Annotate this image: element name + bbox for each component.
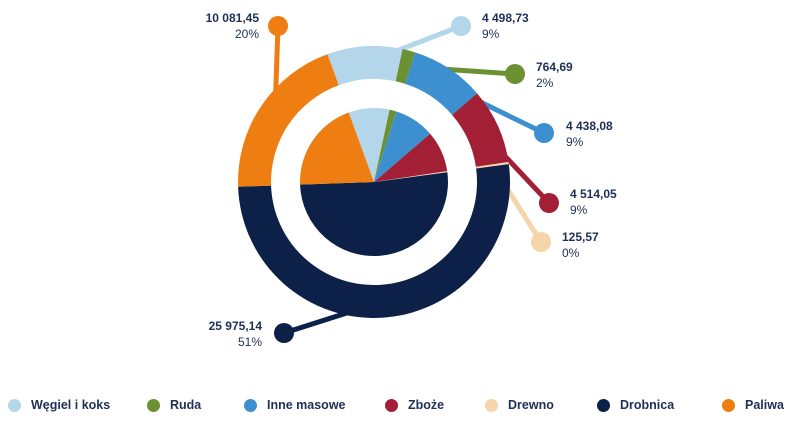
outer-ring (238, 46, 510, 319)
percent-label-ruda: 2% (536, 76, 554, 90)
legend-item-drewno: Drewno (485, 398, 554, 412)
legend: Węgiel i koks Ruda Inne masowe Zboże Dre… (0, 398, 788, 422)
legend-swatch (722, 398, 735, 412)
ring-segment-inne-masowe (405, 52, 478, 115)
percent-label-inne-masowe: 9% (566, 135, 584, 149)
value-label-ruda: 764,69 (536, 60, 573, 74)
value-label-drobnica: 25 975,14 (209, 319, 263, 333)
leader-dot-paliwa (268, 16, 288, 36)
ring-segment-paliwa (238, 54, 339, 187)
legend-item-zboze: Zboże (385, 398, 444, 412)
value-label-inne-masowe: 4 438,08 (566, 119, 613, 133)
legend-swatch (385, 398, 398, 412)
ring-segment-drobnica (238, 164, 510, 319)
leader-dot-ruda (505, 64, 525, 84)
value-label-zbo-e: 4 514,05 (570, 187, 617, 201)
pie-slice-inne-masowe (374, 111, 431, 182)
ring-segment-ruda (395, 49, 416, 84)
legend-item-inne-masowe: Inne masowe (244, 398, 346, 412)
pie-slice-w-giel-i-koks (348, 108, 390, 182)
pie-slice-zbo-e (374, 133, 448, 182)
legend-item-ruda: Ruda (147, 398, 201, 412)
leader-dot-zbo-e (539, 193, 559, 213)
legend-label: Węgiel i koks (31, 398, 111, 412)
value-label-paliwa: 10 081,45 (206, 11, 260, 25)
pie-slice-drewno (374, 171, 448, 182)
legend-swatch (485, 398, 498, 412)
legend-label: Paliwa (745, 398, 784, 412)
pie-slice-drobnica (300, 172, 448, 256)
pie-chart: 4 498,73 9% 764,69 2% 4 438,08 9% 4 514,05 9% 12… (206, 11, 617, 349)
inner-pie (299, 108, 448, 256)
pie-slice-paliwa (299, 112, 374, 185)
legend-item-paliwa: Paliwa (722, 398, 784, 412)
legend-swatch (244, 398, 257, 412)
legend-label: Ruda (170, 398, 202, 412)
leader-dot-drobnica (274, 323, 294, 343)
legend-swatch (147, 398, 160, 412)
legend-item-drobnica: Drobnica (597, 398, 674, 412)
legend-label: Zboże (408, 398, 445, 412)
ring-segment-drewno (475, 162, 509, 169)
ring-segment-zbo-e (452, 93, 509, 167)
pie-slice-ruda (374, 109, 397, 182)
data-labels: 4 498,73 9% 764,69 2% 4 438,08 9% 4 514,05 9% 12… (206, 11, 617, 349)
ring-segment-w-giel-i-koks (327, 46, 403, 86)
legend-swatch (8, 398, 21, 412)
value-label-w-giel-i-koks: 4 498,73 (482, 11, 529, 25)
legend-label: Drobnica (620, 398, 675, 412)
leader-dot-w-giel-i-koks (451, 16, 471, 36)
leader-dot-inne-masowe (534, 123, 554, 143)
leader-dot-drewno (531, 232, 551, 252)
percent-label-w-giel-i-koks: 9% (482, 27, 500, 41)
percent-label-zbo-e: 9% (570, 203, 588, 217)
percent-label-paliwa: 20% (235, 27, 259, 41)
percent-label-drobnica: 51% (238, 335, 262, 349)
legend-item-wegiel: Węgiel i koks (8, 398, 110, 412)
legend-swatch (597, 398, 610, 412)
value-label-drewno: 125,57 (562, 230, 599, 244)
legend-label: Drewno (508, 398, 554, 412)
legend-label: Inne masowe (267, 398, 346, 412)
percent-label-drewno: 0% (562, 246, 580, 260)
